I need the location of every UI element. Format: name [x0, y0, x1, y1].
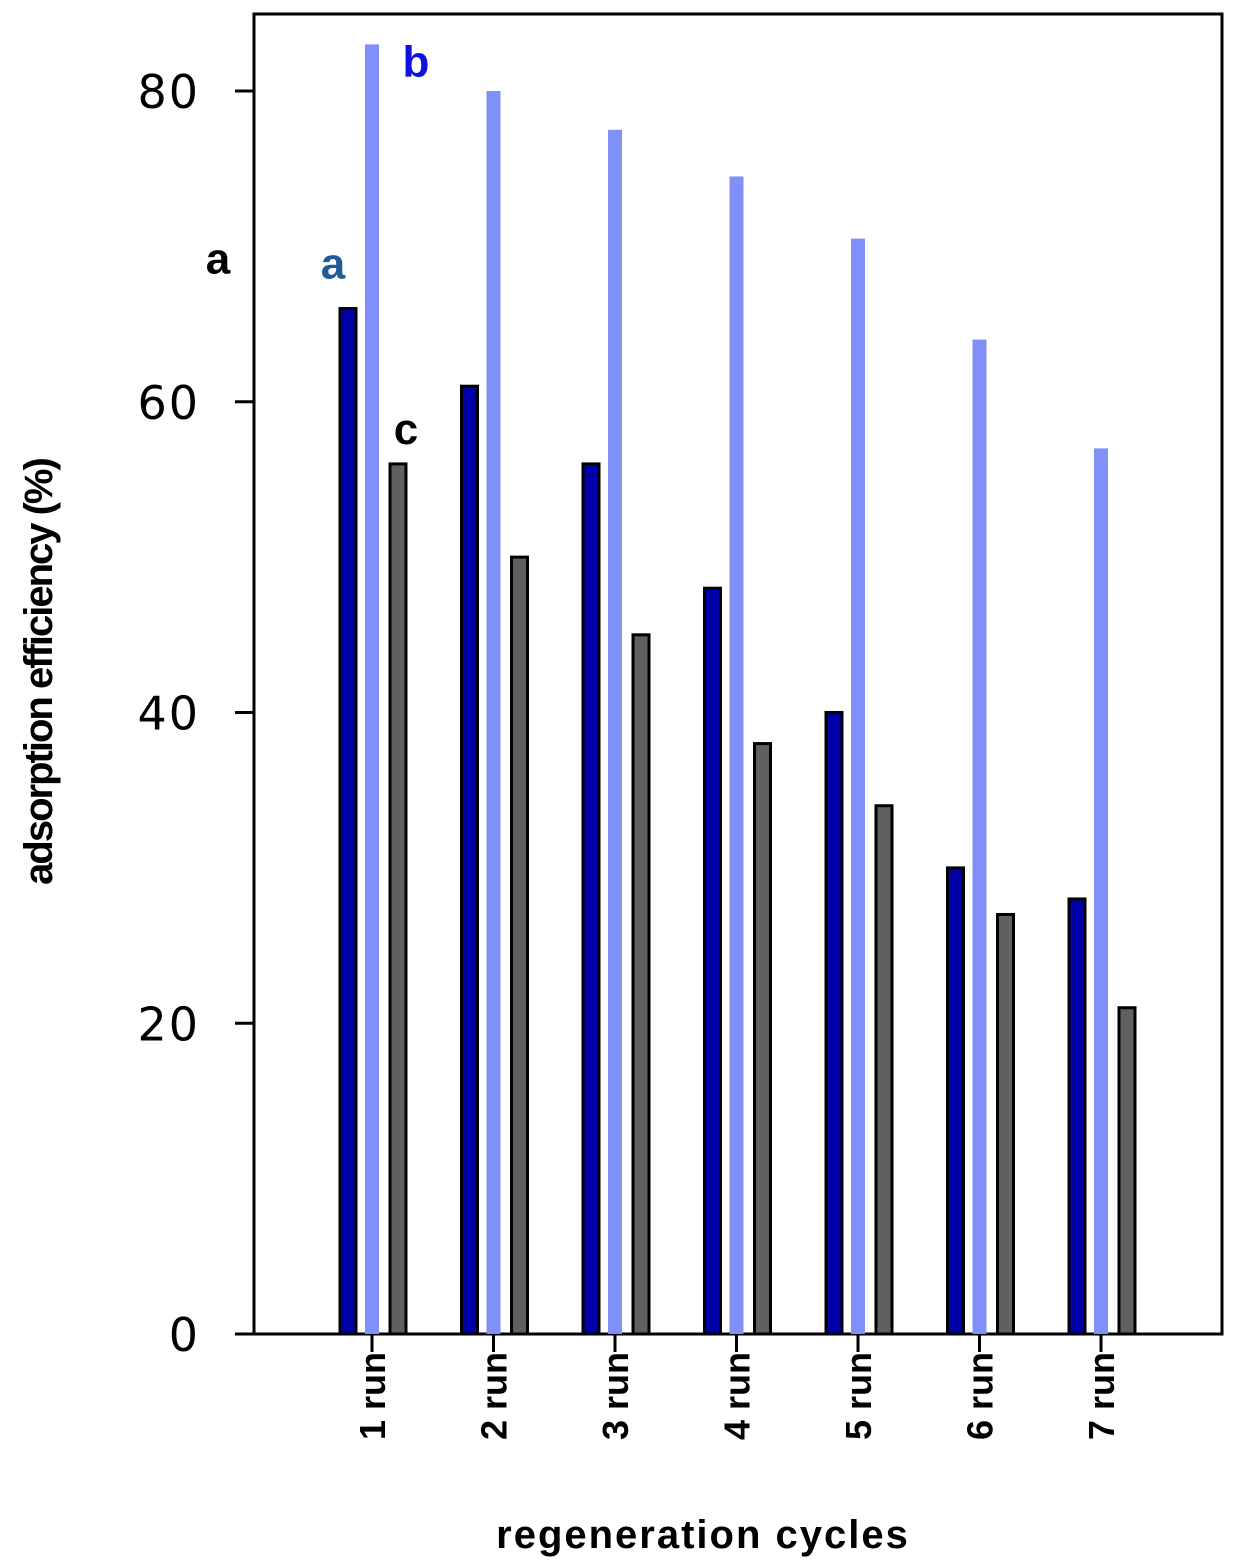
x-tick-label: 3 run — [595, 1352, 636, 1440]
y-tick-label: 80 — [137, 65, 200, 119]
y-axis-ticks: 0 20 40 60 80 — [137, 65, 254, 1362]
annotation-b: b — [403, 37, 430, 86]
x-axis-ticks: 1 run 2 run 3 run 4 run 5 run 6 run 7 run — [352, 1334, 1122, 1440]
bar-series-1 — [338, 307, 358, 1336]
x-tick-label: 1 run — [352, 1352, 393, 1440]
x-tick-label: 5 run — [838, 1352, 879, 1440]
bar-series-2 — [1094, 448, 1108, 1334]
bar-series-3 — [996, 912, 1015, 1336]
bar-series-1 — [581, 462, 601, 1336]
annotation-c: c — [394, 405, 418, 454]
bar-series-3 — [874, 804, 894, 1336]
y-tick-label: 20 — [137, 997, 200, 1051]
bar-series-3 — [1117, 1006, 1137, 1336]
x-tick-label: 4 run — [717, 1352, 758, 1440]
bar-series-1 — [824, 711, 844, 1336]
bar-series-1 — [703, 586, 722, 1336]
bars — [338, 44, 1137, 1336]
annotation-a: a — [321, 240, 346, 289]
bar-series-1 — [460, 384, 479, 1336]
bar-series-1 — [1067, 897, 1087, 1336]
x-axis-label: regeneration cycles — [496, 1513, 910, 1557]
bar-series-2 — [851, 238, 865, 1335]
bar-series-2 — [608, 129, 622, 1334]
bar-series-3 — [388, 462, 408, 1336]
bar-series-3 — [510, 555, 529, 1336]
bar-series-2 — [486, 91, 501, 1334]
y-tick-label: 0 — [169, 1308, 200, 1362]
x-tick-label: 7 run — [1081, 1352, 1122, 1440]
y-tick-label: 60 — [137, 376, 200, 430]
x-tick-label: 6 run — [960, 1352, 1001, 1440]
bar-series-3 — [631, 633, 651, 1336]
annotations: a a b c — [206, 37, 430, 454]
bar-series-3 — [753, 742, 772, 1336]
bar-series-2 — [972, 339, 987, 1335]
y-tick-label: 40 — [137, 687, 200, 741]
bar-series-1 — [946, 866, 965, 1336]
bar-series-2 — [365, 44, 379, 1335]
bar-series-2 — [729, 176, 744, 1334]
annotation-a: a — [206, 235, 231, 284]
x-tick-label: 2 run — [474, 1352, 515, 1440]
y-axis-label: adsorption efficiency (%) — [17, 459, 61, 885]
